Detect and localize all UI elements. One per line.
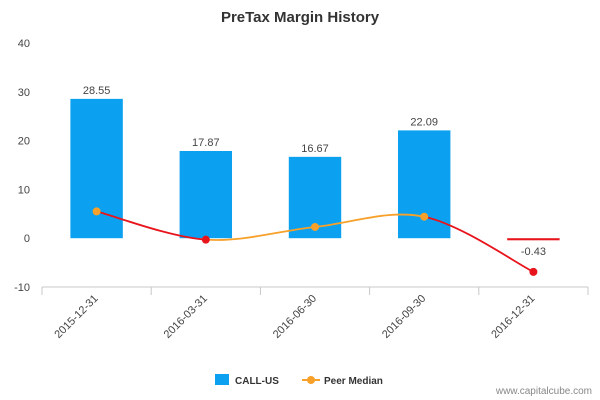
x-tick-label: 2016-06-30 [271, 293, 319, 341]
bar [507, 238, 560, 241]
x-tick-label: 2016-03-31 [162, 293, 210, 341]
peer-median-line-segment [96, 210, 206, 241]
x-tick-label: 2015-12-31 [52, 293, 100, 341]
bars [70, 98, 560, 241]
peer-median-line-segment [424, 215, 534, 273]
y-tick-label: -10 [14, 282, 30, 294]
y-tick-label: 0 [24, 233, 30, 245]
bar [179, 150, 233, 239]
peer-median-point [529, 267, 538, 276]
bar-data-label: 17.87 [192, 137, 220, 149]
peer-median-point [311, 222, 319, 231]
legend-label-peer-median: Peer Median [324, 376, 383, 387]
chart-title: PreTax Margin History [221, 9, 380, 26]
legend-label-call-us: CALL-US [235, 376, 279, 387]
peer-line [92, 207, 538, 276]
y-tick-label: 30 [18, 87, 30, 99]
bar-data-label: 16.67 [301, 143, 329, 155]
legend: CALL-US Peer Median [215, 374, 383, 387]
y-tick-label: 20 [18, 136, 30, 148]
y-tick-label: 10 [18, 184, 30, 196]
legend-swatch-call-us [215, 374, 229, 385]
y-tick-label: 40 [18, 38, 30, 50]
peer-median-line-segment [205, 226, 316, 241]
legend-swatch-peer-median-dot [307, 376, 315, 384]
bar-data-label: -0.43 [521, 246, 546, 258]
x-tick-label: 2016-09-30 [380, 293, 428, 341]
peer-median-point [92, 207, 101, 216]
bar-labels: 28.55 17.87 16.67 22.09 -0.43 [83, 85, 546, 258]
peer-median-point [420, 212, 429, 221]
bar-data-label: 28.55 [83, 85, 111, 97]
peer-median-line-segment [314, 213, 425, 228]
x-tick-label: 2016-12-31 [489, 293, 537, 341]
peer-median-point [201, 235, 210, 244]
bar-data-label: 22.09 [410, 116, 438, 128]
watermark: www.capitalcube.com [495, 386, 592, 397]
